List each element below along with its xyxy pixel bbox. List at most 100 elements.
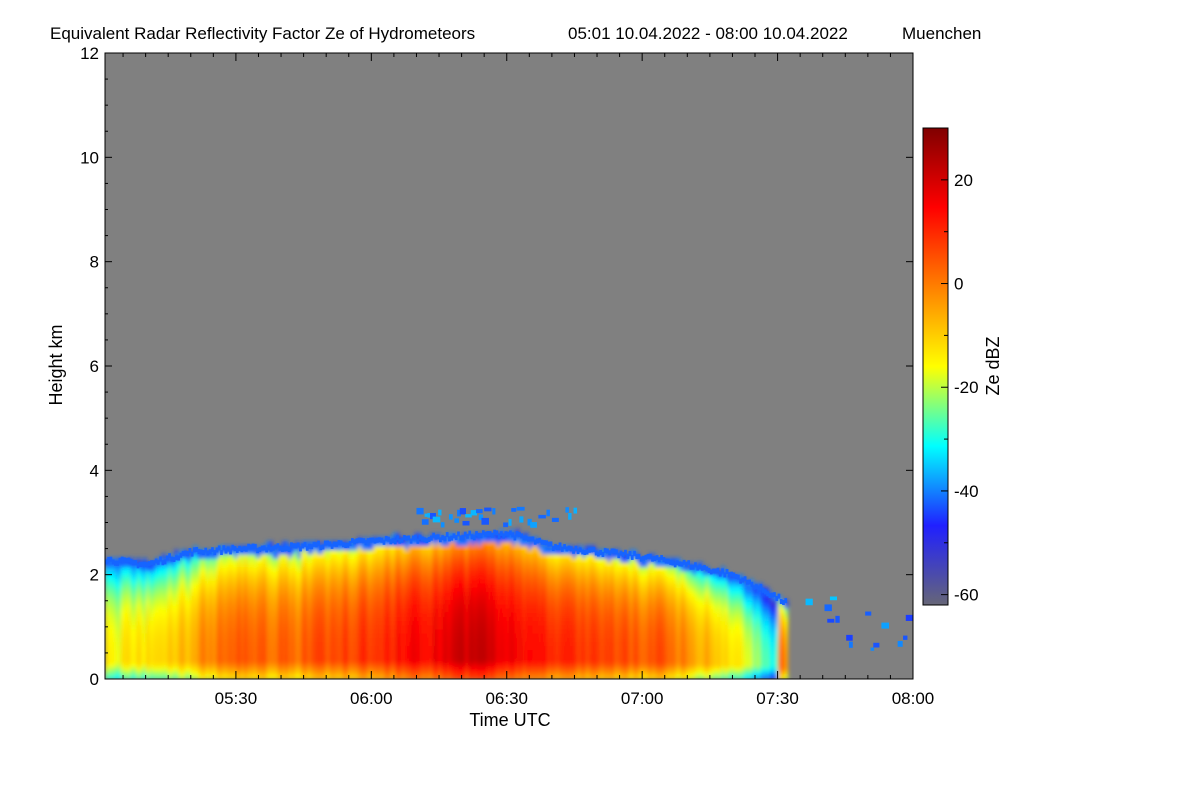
echo-cell xyxy=(234,578,239,584)
echo-cell xyxy=(398,549,403,555)
echo-cell xyxy=(297,566,302,572)
echo-cell xyxy=(490,612,495,617)
echo-cell xyxy=(439,662,444,668)
echo-cell xyxy=(395,662,400,668)
echo-cell xyxy=(405,608,409,613)
echo-cell xyxy=(522,570,526,576)
echo-cell xyxy=(196,599,201,605)
echo-cell xyxy=(553,616,558,622)
echo-cell xyxy=(231,599,236,605)
echo-cell xyxy=(496,537,501,542)
echo-cell xyxy=(556,633,561,638)
echo-cell xyxy=(202,574,207,580)
echo-cell xyxy=(253,658,258,663)
echo-cell xyxy=(553,566,558,572)
echo-cell xyxy=(547,612,552,617)
echo-cell xyxy=(560,645,564,651)
echo-cell xyxy=(291,674,296,679)
echo-cell xyxy=(329,587,334,592)
echo-cell xyxy=(212,599,217,605)
echo-cell xyxy=(503,578,507,584)
echo-cell xyxy=(436,557,441,563)
echo-cell xyxy=(490,537,495,542)
echo-cell xyxy=(376,620,381,626)
echo-cell xyxy=(250,553,255,559)
echo-cell xyxy=(199,633,204,638)
echo-cell xyxy=(414,562,419,567)
echo-cell xyxy=(341,662,346,668)
echo-cell xyxy=(474,666,479,672)
echo-cell xyxy=(297,653,302,659)
echo-cell xyxy=(316,562,321,567)
echo-cell xyxy=(244,674,248,679)
echo-cell xyxy=(493,608,498,613)
echo-cell xyxy=(202,595,207,601)
echo-cell xyxy=(174,595,179,601)
echo-cell xyxy=(420,658,425,663)
echo-cell xyxy=(534,608,539,613)
echo-cell xyxy=(468,637,473,643)
echo-cell xyxy=(177,658,182,663)
echo-cell xyxy=(218,578,223,584)
echo-cell xyxy=(575,624,580,630)
echo-cell xyxy=(427,595,432,601)
echo-cell xyxy=(468,608,473,613)
echo-cell xyxy=(190,620,195,626)
echo-cell xyxy=(171,583,176,588)
echo-cell xyxy=(278,591,283,597)
echo-cell xyxy=(206,566,210,572)
echo-cell xyxy=(477,666,482,672)
echo-cell xyxy=(357,666,362,672)
echo-cell xyxy=(395,637,400,643)
echo-cell xyxy=(547,674,552,679)
echo-cell xyxy=(171,595,176,601)
echo-cell xyxy=(332,608,337,613)
echo-cell xyxy=(436,628,441,634)
echo-cell xyxy=(550,553,555,559)
echo-cell xyxy=(206,557,210,563)
echo-cell xyxy=(139,578,144,584)
echo-cell xyxy=(177,674,182,679)
echo-cell xyxy=(506,570,511,576)
echo-cell xyxy=(509,570,514,576)
echo-cell xyxy=(575,608,580,613)
echo-cell xyxy=(541,674,545,679)
echo-cell xyxy=(424,616,428,622)
echo-cell xyxy=(544,566,548,572)
echo-cell xyxy=(499,595,504,601)
echo-cell xyxy=(525,653,530,659)
echo-cell xyxy=(503,649,507,655)
echo-cell xyxy=(266,566,270,572)
echo-cell xyxy=(537,666,542,672)
echo-cell xyxy=(373,574,378,580)
echo-cell xyxy=(297,674,302,679)
echo-cell xyxy=(496,608,501,613)
echo-cell xyxy=(383,653,387,659)
echo-cell xyxy=(496,641,501,647)
echo-cell xyxy=(506,541,511,547)
echo-cell xyxy=(383,633,387,638)
echo-cell xyxy=(266,641,270,647)
echo-cell xyxy=(443,574,447,580)
echo-cell xyxy=(417,633,422,638)
echo-cell xyxy=(417,562,422,567)
echo-cell xyxy=(108,616,112,622)
echo-cell xyxy=(177,599,182,605)
echo-cell xyxy=(405,620,409,626)
echo-cell xyxy=(247,645,251,651)
echo-cell xyxy=(563,599,567,605)
echo-cell xyxy=(146,612,150,617)
echo-cell xyxy=(499,599,504,605)
echo-cell xyxy=(499,662,504,668)
echo-cell xyxy=(304,608,308,613)
echo-cell xyxy=(323,662,327,668)
echo-cell xyxy=(341,666,346,672)
echo-cell xyxy=(379,578,384,584)
echo-cell xyxy=(319,599,324,605)
echo-cell xyxy=(307,608,311,613)
echo-cell xyxy=(225,637,229,643)
echo-cell xyxy=(367,649,372,655)
echo-cell xyxy=(531,662,536,668)
echo-cell xyxy=(338,670,343,676)
echo-cell xyxy=(534,545,539,551)
